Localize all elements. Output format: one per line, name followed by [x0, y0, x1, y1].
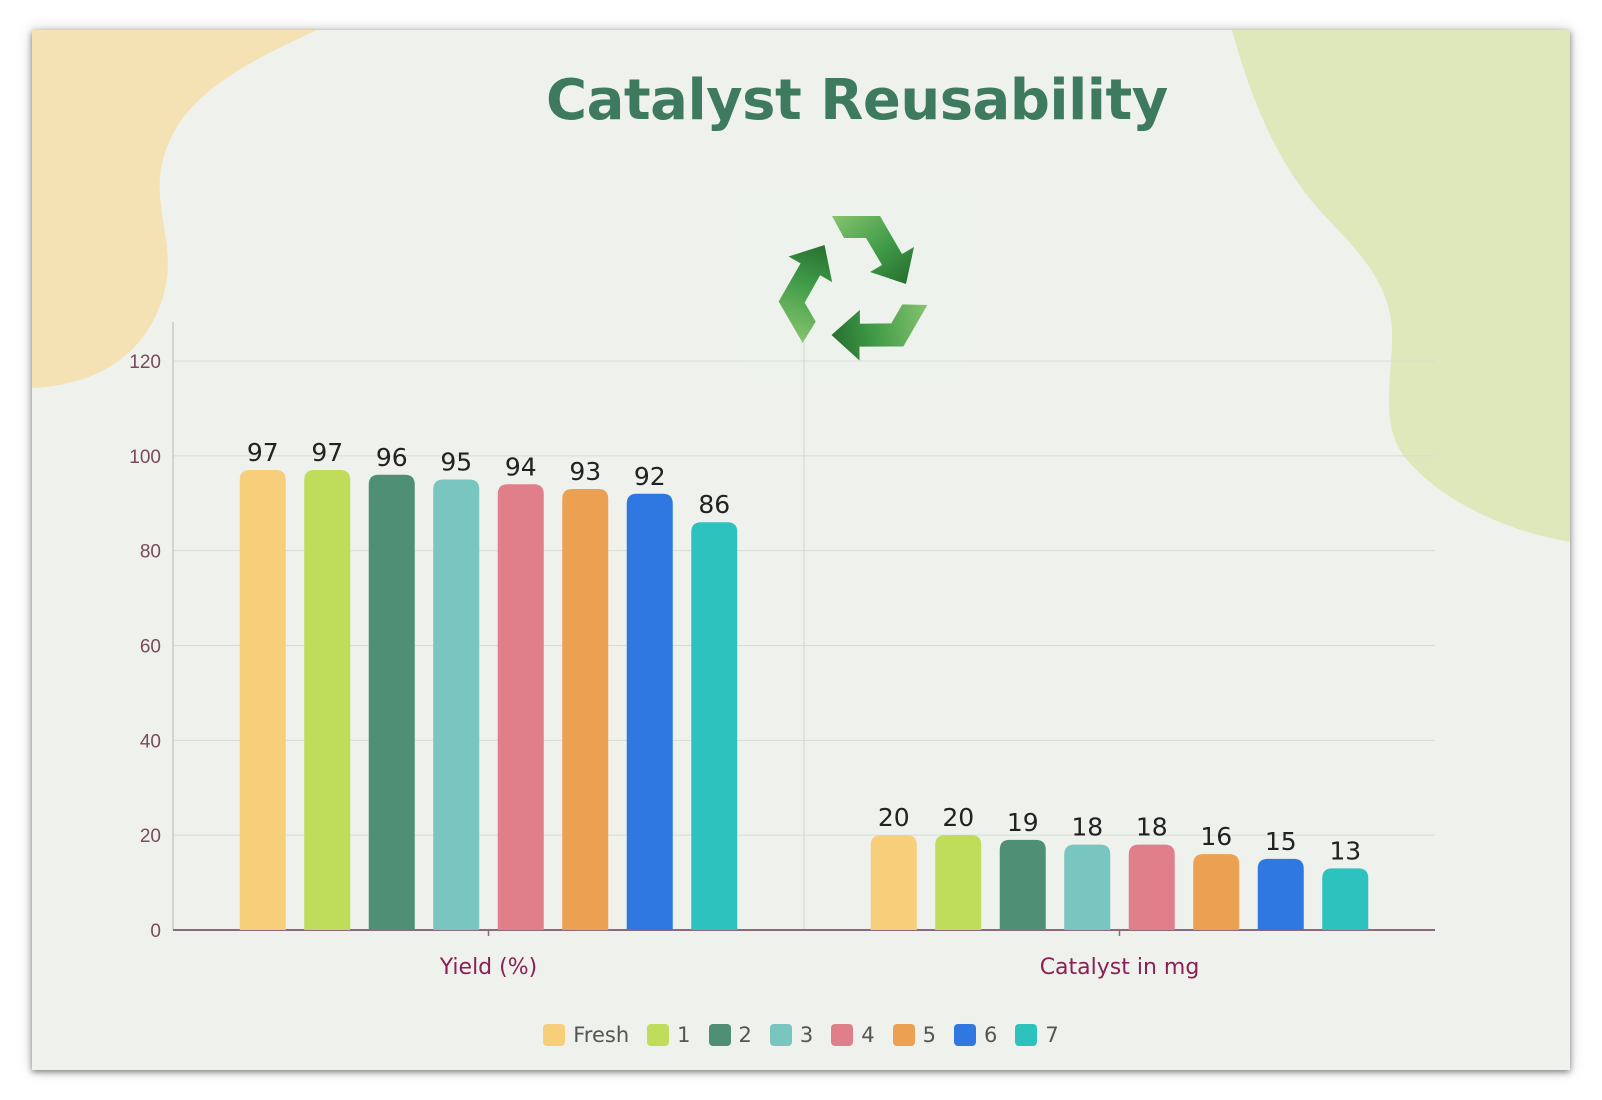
- x-category-label: Yield (%): [439, 955, 537, 980]
- data-label: 96: [376, 443, 408, 472]
- chart-title: Catalyst Reusability: [546, 68, 1168, 133]
- blob-top-left: [32, 30, 317, 388]
- legend-swatch: [647, 1024, 670, 1046]
- legend-swatch: [831, 1024, 854, 1046]
- data-label: 86: [698, 490, 730, 519]
- y-tick-label: 40: [140, 731, 161, 752]
- x-category-label: Catalyst in mg: [1040, 955, 1200, 980]
- bar-4: [497, 484, 544, 930]
- legend-item: 5: [892, 1023, 937, 1047]
- legend-label: 6: [984, 1023, 998, 1047]
- bar-3: [1064, 844, 1111, 930]
- legend-item: 6: [954, 1023, 997, 1047]
- decorative-blobs: [32, 30, 1570, 542]
- bar-6: [1257, 858, 1304, 930]
- y-tick-label: 80: [140, 542, 161, 563]
- y-tick-label: 60: [140, 637, 161, 658]
- y-tick-label: 0: [150, 921, 161, 942]
- bar-7: [1322, 868, 1369, 930]
- y-tick-label: 120: [129, 352, 161, 373]
- bar-3: [433, 479, 480, 930]
- bar-chart: 0 20 40 60 80 100 120 Yield (%) Catalyst in mg 9…: [129, 322, 1435, 980]
- legend-label: 4: [861, 1023, 875, 1047]
- legend-label: 2: [738, 1023, 752, 1047]
- data-label: 15: [1265, 827, 1297, 856]
- legend-swatch: [1015, 1024, 1038, 1046]
- data-label: 20: [942, 803, 974, 832]
- data-label: 92: [634, 462, 666, 491]
- bar-6: [626, 493, 673, 930]
- legend-label: 3: [799, 1023, 814, 1047]
- legend-item: 7: [1015, 1023, 1059, 1047]
- data-label: 18: [1071, 813, 1103, 842]
- legend-item: 2: [708, 1023, 752, 1047]
- legend-swatch: [543, 1024, 566, 1046]
- bar-2: [368, 474, 415, 930]
- legend-item: 3: [769, 1023, 814, 1047]
- blob-top-right: [1232, 30, 1570, 542]
- legend-label: 5: [922, 1023, 937, 1047]
- y-tick-label: 100: [129, 447, 161, 468]
- legend-swatch: [892, 1024, 915, 1046]
- data-label: 20: [878, 803, 910, 832]
- bar-5: [1193, 854, 1240, 930]
- data-label: 13: [1329, 836, 1361, 865]
- bar-7: [691, 522, 738, 930]
- bar-fresh: [239, 470, 286, 930]
- chart-card: Catalyst Reusability 0 20 40 60 80 100 120 Yiel…: [32, 30, 1570, 1070]
- legend-item: 4: [831, 1023, 875, 1047]
- bar-1: [935, 835, 982, 930]
- legend-label: 1: [677, 1023, 691, 1047]
- y-tick-label: 20: [140, 826, 161, 847]
- legend-swatch: [769, 1024, 792, 1046]
- legend: Fresh 1 2 3 4 5 6 7: [32, 1020, 1570, 1050]
- bar-5: [562, 489, 609, 930]
- data-labels: 97 97 96 95 94 93 92 86 20 20 19 18 18 16 15 13: [247, 438, 1361, 865]
- recycle-icon: [761, 216, 928, 376]
- legend-label: Fresh: [573, 1023, 630, 1047]
- bar-fresh: [870, 835, 917, 930]
- legend-item: 1: [647, 1023, 691, 1047]
- legend-swatch: [954, 1024, 977, 1046]
- bar-4: [1128, 844, 1175, 930]
- bar-2: [999, 839, 1046, 930]
- gridlines: [173, 340, 1435, 930]
- legend-swatch: [708, 1024, 731, 1046]
- legend-label: 7: [1045, 1023, 1059, 1047]
- data-label: 18: [1136, 813, 1168, 842]
- data-label: 97: [247, 438, 279, 467]
- data-label: 16: [1200, 822, 1232, 851]
- legend-item: Fresh: [543, 1023, 629, 1047]
- data-label: 93: [569, 457, 601, 486]
- data-label: 95: [440, 448, 472, 477]
- bar-1: [304, 470, 351, 930]
- data-label: 19: [1007, 808, 1039, 837]
- bars: [239, 470, 1369, 930]
- data-label: 94: [505, 452, 537, 481]
- data-label: 97: [311, 438, 343, 467]
- recycle-icon-tile: [742, 188, 968, 376]
